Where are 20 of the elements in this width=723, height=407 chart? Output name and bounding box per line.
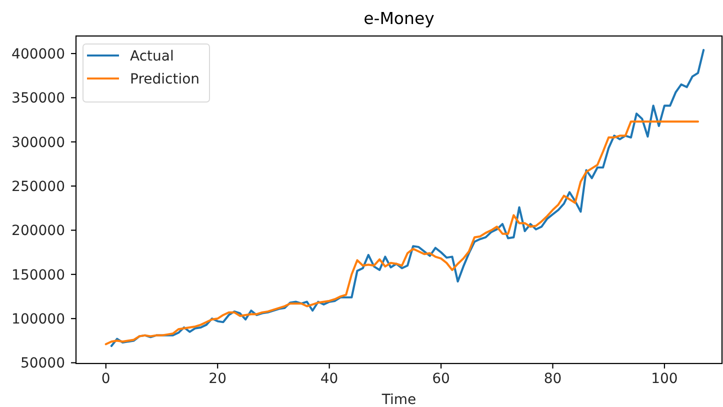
chart-title: e-Money [364,9,435,28]
x-tick-label: 20 [208,370,227,387]
legend-label: Prediction [130,71,200,88]
y-tick-label: 300000 [12,134,65,151]
x-axis-title: Time [380,392,416,407]
y-tick-label: 200000 [12,223,65,240]
y-tick-label: 250000 [12,178,65,195]
y-tick-label: 400000 [12,46,65,62]
line-series [104,120,700,346]
x-tick-label: 100 [651,370,678,387]
legend-label: Actual [130,48,174,64]
x-tick-label: 0 [101,370,110,387]
x-tick-label: 60 [432,370,450,387]
x-tick-label: 80 [544,370,562,387]
y-tick-label: 350000 [12,90,65,107]
line-series [110,48,705,348]
y-tick-label: 100000 [12,311,65,328]
x-tick-label: 40 [320,370,338,387]
y-tick-label: 150000 [12,267,65,284]
y-tick-label: 50000 [20,356,65,372]
